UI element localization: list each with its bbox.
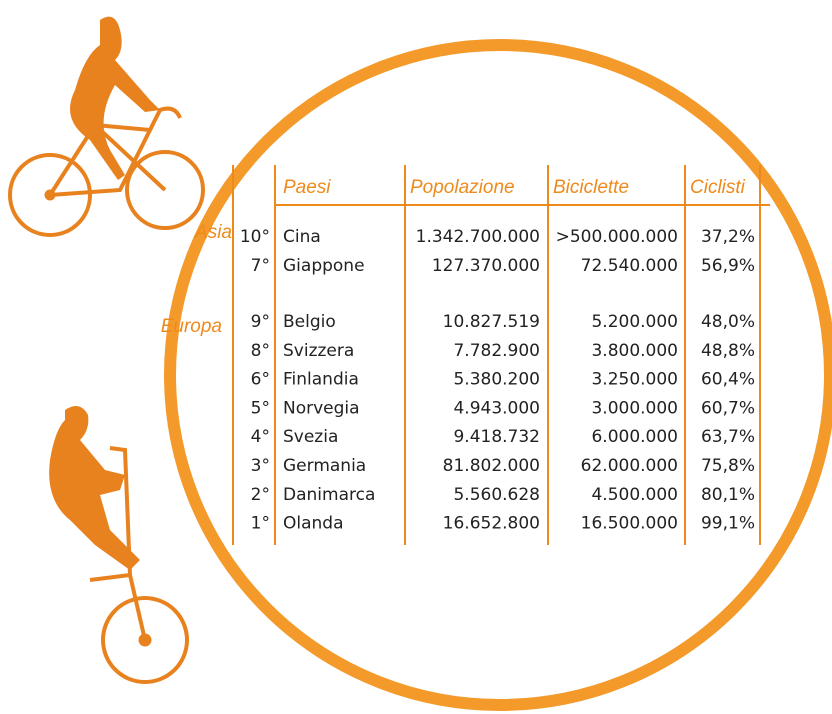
- bicycles: >500.000.000: [556, 227, 678, 247]
- rank: 9°: [251, 312, 270, 332]
- bicycles: 6.000.000: [591, 427, 678, 447]
- cyclists: 48,8%: [701, 341, 755, 361]
- rank: 10°: [240, 227, 270, 247]
- population: 16.652.800: [443, 514, 540, 534]
- country: Danimarca: [283, 485, 375, 505]
- rank: 5°: [251, 398, 270, 418]
- bicycles: 72.540.000: [581, 256, 678, 276]
- rank: 7°: [251, 256, 270, 276]
- country: Giappone: [283, 256, 365, 276]
- country: Germania: [283, 456, 366, 476]
- cyclists: 80,1%: [701, 485, 755, 505]
- bicycles: 3.000.000: [591, 398, 678, 418]
- cyclists: 60,7%: [701, 398, 755, 418]
- rank: 6°: [251, 370, 270, 390]
- cyclists: 63,7%: [701, 427, 755, 447]
- column-header: Paesi: [283, 177, 331, 198]
- country: Olanda: [283, 514, 344, 534]
- rank: 3°: [251, 456, 270, 476]
- population: 4.943.000: [453, 398, 540, 418]
- country: Svizzera: [283, 341, 354, 361]
- population: 10.827.519: [443, 312, 540, 332]
- population: 7.782.900: [453, 341, 540, 361]
- rank: 1°: [251, 514, 270, 534]
- rank: 2°: [251, 485, 270, 505]
- country: Svezia: [283, 427, 338, 447]
- country: Norvegia: [283, 398, 360, 418]
- column-header: Ciclisti: [690, 177, 746, 198]
- population: 127.370.000: [432, 256, 540, 276]
- rank: 8°: [251, 341, 270, 361]
- cyclists: 99,1%: [701, 514, 755, 534]
- country: Cina: [283, 227, 321, 247]
- population: 81.802.000: [443, 456, 540, 476]
- cyclists: 48,0%: [701, 312, 755, 332]
- cyclists: 60,4%: [701, 370, 755, 390]
- bicycles: 62.000.000: [581, 456, 678, 476]
- rank: 4°: [251, 427, 270, 447]
- bicycles: 4.500.000: [591, 485, 678, 505]
- region-label: Asia: [194, 222, 232, 243]
- region-label: Europa: [161, 316, 222, 337]
- bicycles: 5.200.000: [591, 312, 678, 332]
- population: 5.380.200: [453, 370, 540, 390]
- cyclists: 37,2%: [701, 227, 755, 247]
- population: 1.342.700.000: [416, 227, 540, 247]
- population: 5.560.628: [453, 485, 540, 505]
- infographic: Paesi Popolazione Biciclette Ciclisti Asia 10…: [0, 0, 832, 714]
- cyclists: 56,9%: [701, 256, 755, 276]
- bicycles: 3.250.000: [591, 370, 678, 390]
- cyclist-top: [10, 17, 203, 235]
- bicycles: 16.500.000: [581, 514, 678, 534]
- cyclist-bottom: [49, 406, 187, 682]
- column-header: Popolazione: [410, 177, 515, 198]
- country: Finlandia: [283, 370, 359, 390]
- bicycles: 3.800.000: [591, 341, 678, 361]
- cyclists: 75,8%: [701, 456, 755, 476]
- population: 9.418.732: [453, 427, 540, 447]
- column-header: Biciclette: [553, 177, 629, 198]
- table: Paesi Popolazione Biciclette Ciclisti Asia 10…: [161, 165, 770, 545]
- country: Belgio: [283, 312, 336, 332]
